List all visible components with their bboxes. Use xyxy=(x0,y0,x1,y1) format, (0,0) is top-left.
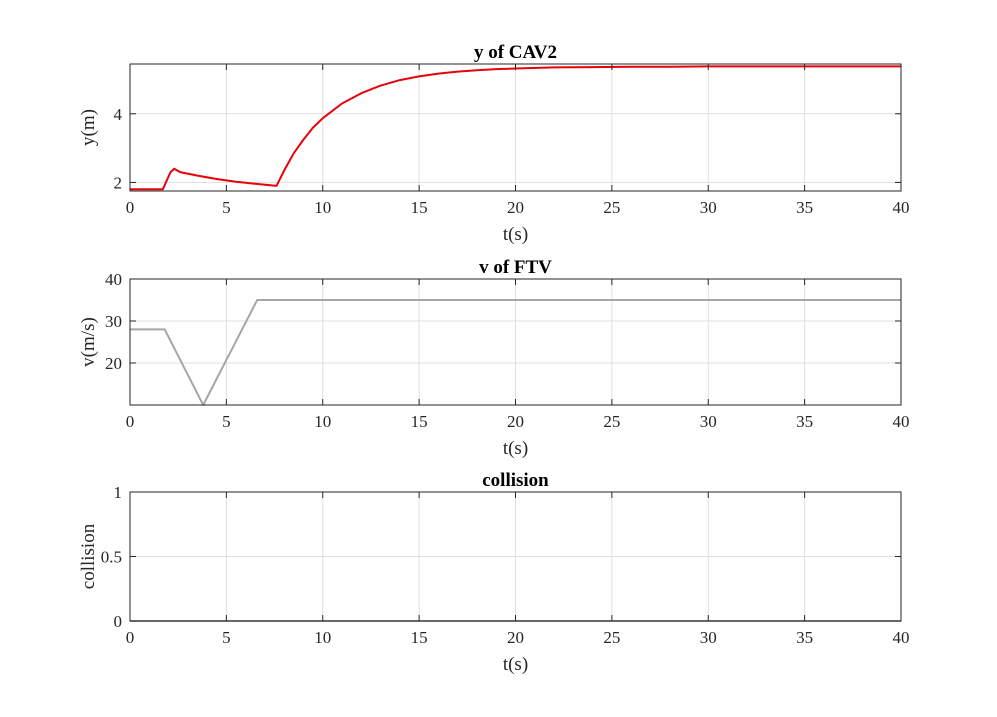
x-tick-label: 30 xyxy=(700,412,717,431)
x-tick-label: 25 xyxy=(603,412,620,431)
x-tick-label: 10 xyxy=(314,412,331,431)
y-tick-label: 0.5 xyxy=(101,548,122,567)
chart-title: v of FTV xyxy=(479,257,552,278)
chart-title: y of CAV2 xyxy=(474,42,557,63)
x-tick-label: 10 xyxy=(314,198,331,217)
x-tick-label: 0 xyxy=(126,628,135,647)
y-tick-label: 2 xyxy=(114,173,123,192)
x-axis-label: t(s) xyxy=(503,654,528,675)
chart-title: collision xyxy=(482,470,549,491)
x-tick-label: 40 xyxy=(893,198,910,217)
y-tick-label: 40 xyxy=(105,270,122,289)
x-tick-label: 0 xyxy=(126,412,135,431)
x-tick-label: 40 xyxy=(893,628,910,647)
x-tick-label: 0 xyxy=(126,198,135,217)
x-tick-label: 35 xyxy=(796,412,813,431)
x-tick-label: 20 xyxy=(507,412,524,431)
y-tick-label: 0 xyxy=(114,612,123,631)
x-tick-label: 5 xyxy=(222,628,231,647)
y-tick-label: 20 xyxy=(105,354,122,373)
x-tick-label: 35 xyxy=(796,198,813,217)
x-tick-label: 35 xyxy=(796,628,813,647)
x-tick-label: 40 xyxy=(893,412,910,431)
x-tick-label: 15 xyxy=(411,628,428,647)
x-tick-label: 20 xyxy=(507,198,524,217)
x-tick-label: 5 xyxy=(222,198,231,217)
x-tick-label: 30 xyxy=(700,628,717,647)
y-tick-label: 1 xyxy=(114,483,123,502)
x-tick-label: 30 xyxy=(700,198,717,217)
y-tick-label: 4 xyxy=(114,105,123,124)
y-axis-label: y(m) xyxy=(78,109,99,146)
subplot-2: 0 5 10 15 20 25 30 35 40 20 30 40 v of FTV t(s) v(m/s) xyxy=(78,257,910,459)
subplot-1: 0 5 10 15 20 25 30 35 40 2 4 y of CAV2 t(s) y(m) xyxy=(78,42,910,245)
subplot-3: 0 5 10 15 20 25 30 35 40 0 0.5 1 collision t(s) collis… xyxy=(78,470,910,675)
series-line-1 xyxy=(130,65,901,191)
x-tick-label: 5 xyxy=(222,412,231,431)
y-tick-label: 30 xyxy=(105,312,122,331)
x-tick-label: 15 xyxy=(411,412,428,431)
x-tick-label: 15 xyxy=(411,198,428,217)
y-axis-label: collision xyxy=(78,523,99,589)
x-tick-label: 25 xyxy=(603,198,620,217)
y-axis-label: v(m/s) xyxy=(78,317,99,367)
x-tick-label: 10 xyxy=(314,628,331,647)
x-axis-label: t(s) xyxy=(503,224,528,245)
x-tick-label: 20 xyxy=(507,628,524,647)
x-tick-label: 25 xyxy=(603,628,620,647)
x-axis-label: t(s) xyxy=(503,438,528,459)
